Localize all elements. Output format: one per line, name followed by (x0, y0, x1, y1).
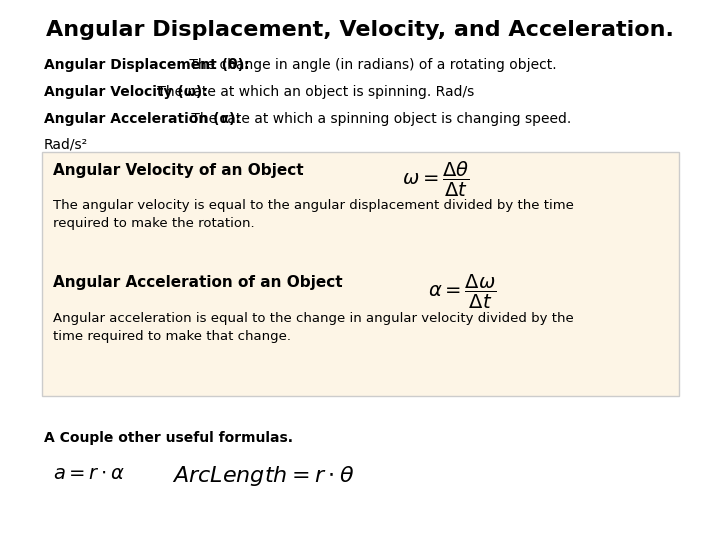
Text: Angular Velocity (ω):: Angular Velocity (ω): (44, 85, 208, 99)
Text: Angular Displacement, Velocity, and Acceleration.: Angular Displacement, Velocity, and Acce… (46, 20, 674, 40)
FancyBboxPatch shape (42, 152, 679, 396)
Text: The rate at which a spinning object is changing speed.: The rate at which a spinning object is c… (186, 112, 571, 125)
Text: A Couple other useful formulas.: A Couple other useful formulas. (44, 431, 293, 445)
Text: Rad/s²: Rad/s² (44, 137, 89, 151)
Text: Angular Acceleration (α):: Angular Acceleration (α): (44, 112, 241, 125)
Text: Angular Velocity of an Object: Angular Velocity of an Object (53, 163, 303, 178)
Text: $\omega = \dfrac{\Delta\theta}{\Delta t}$: $\omega = \dfrac{\Delta\theta}{\Delta t}… (402, 160, 469, 199)
Text: Angular Displacement (θ):: Angular Displacement (θ): (44, 58, 250, 72)
Text: Angular Acceleration of an Object: Angular Acceleration of an Object (53, 275, 342, 291)
Text: $\alpha = \dfrac{\Delta\omega}{\Delta t}$: $\alpha = \dfrac{\Delta\omega}{\Delta t}… (428, 273, 496, 310)
Text: Angular acceleration is equal to the change in angular velocity divided by the
t: Angular acceleration is equal to the cha… (53, 312, 573, 343)
Text: The angular velocity is equal to the angular displacement divided by the time
re: The angular velocity is equal to the ang… (53, 199, 573, 230)
Text: The change in angle (in radians) of a rotating object.: The change in angle (in radians) of a ro… (185, 58, 557, 72)
Text: The rate at which an object is spinning. Rad/s: The rate at which an object is spinning.… (153, 85, 474, 99)
Text: $a = r \cdot \alpha$: $a = r \cdot \alpha$ (53, 464, 125, 483)
Text: $\mathit{ArcLength} = r \cdot \theta$: $\mathit{ArcLength} = r \cdot \theta$ (172, 464, 354, 489)
